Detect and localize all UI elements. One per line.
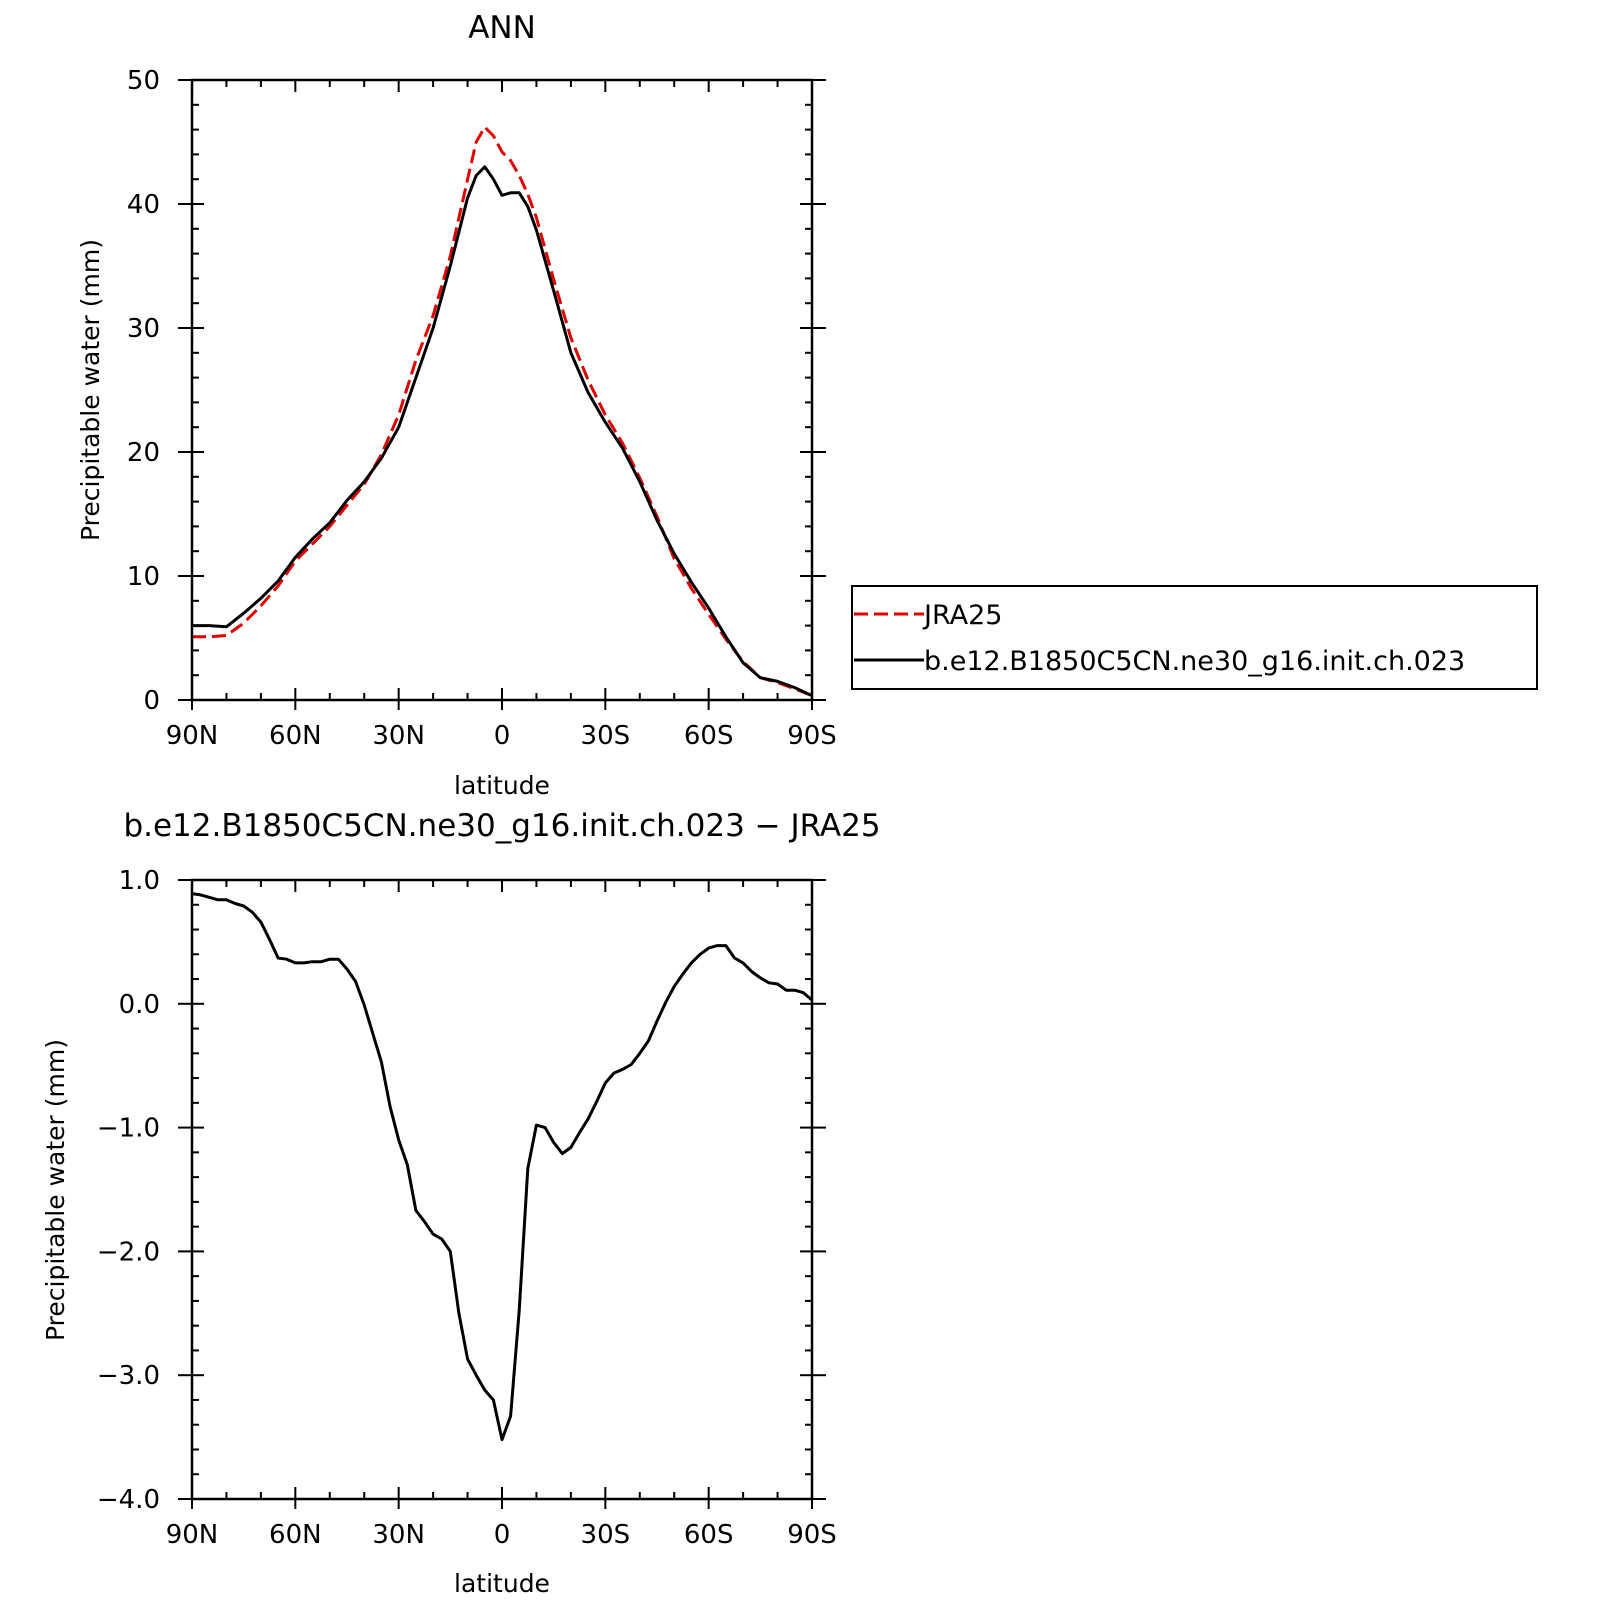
top-chart-series (192, 125, 813, 698)
x-tick-label: 60N (269, 721, 322, 751)
top-chart-ticks: 90N 60N 30N 0 30S 60S 90S 0 10 20 30 40 50 (127, 66, 837, 751)
legend-label-model: b.e12.B1850C5CN.ne30_g16.init.ch.023 (924, 646, 1465, 677)
y-tick-label: 1.0 (119, 866, 160, 896)
x-tick-label: 60N (269, 1520, 322, 1550)
x-tick-label: 90S (787, 1520, 837, 1550)
series-line-0-0 (192, 125, 813, 698)
legend-label-jra25: JRA25 (922, 600, 1002, 631)
x-tick-label: 0 (494, 1520, 511, 1550)
x-tick-label: 60S (684, 721, 734, 751)
x-tick-label: 0 (494, 721, 511, 751)
top-chart-legend: JRA25 b.e12.B1850C5CN.ne30_g16.init.ch.0… (851, 585, 1538, 690)
bottom-chart-series (191, 892, 813, 1442)
bottom-chart-ylabel: Precipitable water (mm) (41, 1039, 70, 1341)
y-tick-label: 20 (127, 438, 160, 468)
y-tick-label: 40 (127, 190, 160, 220)
bottom-chart-panel: b.e12.B1850C5CN.ne30_g16.init.ch.023 − J… (41, 808, 881, 1598)
legend-box (851, 585, 1538, 690)
x-tick-label: 90S (787, 721, 837, 751)
series-line-0-1 (192, 165, 813, 698)
top-chart-ylabel: Precipitable water (mm) (76, 239, 105, 541)
y-tick-label: −3.0 (97, 1361, 160, 1391)
bottom-chart-frame (190, 878, 814, 1501)
x-tick-label: 30S (581, 1520, 631, 1550)
top-chart-panel: ANN 90N 60N 30N 0 30S 60S 90S 0 10 20 30 40 50 latit… (76, 10, 1538, 800)
y-tick-label: 30 (127, 314, 160, 344)
y-tick-label: −1.0 (97, 1114, 160, 1144)
series-line-1-0 (191, 892, 813, 1442)
bottom-chart-xlabel: latitude (454, 1569, 550, 1598)
y-tick-label: 0.0 (119, 990, 160, 1020)
y-tick-label: −4.0 (97, 1485, 160, 1515)
x-tick-label: 30N (372, 721, 425, 751)
x-tick-label: 30N (372, 1520, 425, 1550)
x-tick-label: 90N (166, 721, 219, 751)
bottom-chart-title: b.e12.B1850C5CN.ne30_g16.init.ch.023 − J… (123, 808, 880, 844)
y-tick-label: −2.0 (97, 1237, 160, 1267)
x-tick-label: 90N (166, 1520, 219, 1550)
top-chart-title: ANN (468, 10, 536, 46)
top-chart-xlabel: latitude (454, 771, 550, 800)
top-chart-frame (190, 78, 814, 702)
x-tick-label: 30S (581, 721, 631, 751)
y-tick-label: 0 (143, 686, 160, 716)
y-tick-label: 10 (127, 562, 160, 592)
y-tick-label: 50 (127, 66, 160, 96)
x-tick-label: 60S (684, 1520, 734, 1550)
